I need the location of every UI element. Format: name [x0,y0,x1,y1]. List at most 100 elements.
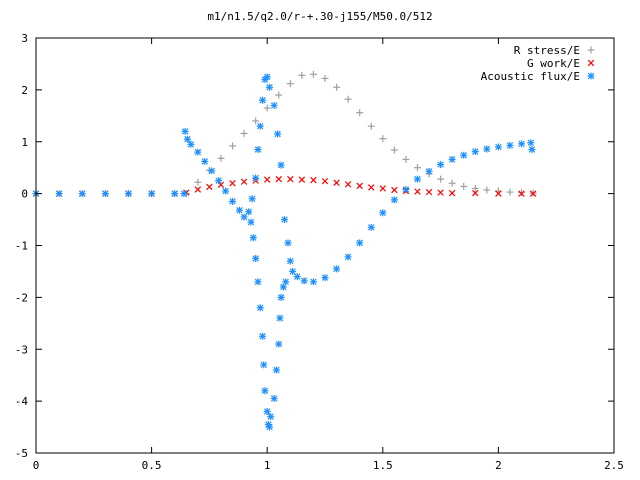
data-point [402,155,410,163]
data-point [483,145,491,153]
x-tick-label: 0 [33,459,40,472]
data-point [248,195,256,203]
data-point [379,185,387,192]
data-point [379,135,387,143]
y-tick-label: 1 [21,136,28,149]
legend-marker [587,46,595,54]
data-point [252,254,260,262]
data-point [483,186,491,194]
data-point [101,190,109,198]
data-point [254,146,262,154]
data-point [298,71,306,79]
x-tick-label: 0.5 [142,459,162,472]
y-tick-label: 3 [21,32,28,45]
data-point [379,209,387,217]
data-point [321,74,329,82]
data-point [286,257,294,265]
data-point [527,139,535,147]
data-point [471,184,479,192]
data-point [344,253,352,261]
y-tick-label: -1 [15,240,28,253]
data-point [217,154,225,162]
data-point [260,361,268,369]
data-point [390,146,398,154]
data-point [194,186,202,193]
data-point [267,413,275,421]
data-point [252,117,260,125]
data-point [413,175,421,183]
data-point [471,148,479,156]
data-point [256,122,264,130]
data-point [344,181,352,188]
data-point [171,190,179,198]
data-point [266,423,274,431]
data-point [124,190,132,198]
legend-marker [587,72,595,80]
data-point [368,184,375,191]
data-point [240,129,248,137]
data-point [55,190,63,198]
plot-frame [35,37,615,454]
data-point [247,218,255,226]
data-point [275,340,283,348]
data-point [276,314,284,322]
y-tick-label: -5 [15,447,28,460]
data-point [344,95,352,103]
data-point [263,104,271,112]
data-point [448,189,456,197]
y-tick-label: -2 [15,291,28,304]
data-point [390,196,398,204]
data-point [277,293,285,301]
data-point [254,278,262,286]
data-point [201,157,209,165]
series-0 [182,70,537,198]
data-point [235,206,243,214]
data-point [261,387,269,395]
data-point [333,179,340,186]
axes: 0 0.5 1 1.5 2 2.5 -5 -4 -3 -2 -1 0 1 2 3 [15,32,624,472]
data-point [284,239,292,247]
data-point [309,278,317,286]
data-point [437,161,445,169]
data-point [275,175,282,183]
data-point [333,83,341,91]
data-point [494,143,502,151]
data-point [356,109,364,117]
data-point [282,278,290,286]
data-point [300,277,308,285]
data-point [518,189,526,197]
data-point [229,180,236,187]
data-point [448,179,456,187]
y-tick-label: 0 [21,188,28,201]
data-point [298,176,306,183]
data-point [245,208,253,216]
data-point [281,216,289,224]
data-point [293,273,301,281]
data-point [215,177,223,185]
data-point [402,185,410,193]
data-point [425,188,433,196]
data-point [266,83,274,91]
data-point [183,135,191,143]
data-point [506,188,514,196]
data-point [287,175,294,183]
data-point [256,304,264,312]
y-tick-label: -4 [15,395,29,408]
data-point [518,190,525,197]
legend-label: Acoustic flux/E [481,70,580,83]
data-point [289,267,297,275]
data-point [472,189,479,197]
data-point [460,151,468,159]
data-point [259,332,267,340]
y-tick-label: 2 [21,84,28,97]
y-tick-label: -3 [15,343,28,356]
legend-label: R stress/E [514,44,580,57]
x-tick-label: 2.5 [604,459,624,472]
data-point [78,190,86,198]
data-point [180,190,188,198]
data-point [506,141,514,149]
data-point [275,91,283,99]
data-point [437,189,444,196]
data-point [148,190,156,198]
data-point [413,164,421,172]
